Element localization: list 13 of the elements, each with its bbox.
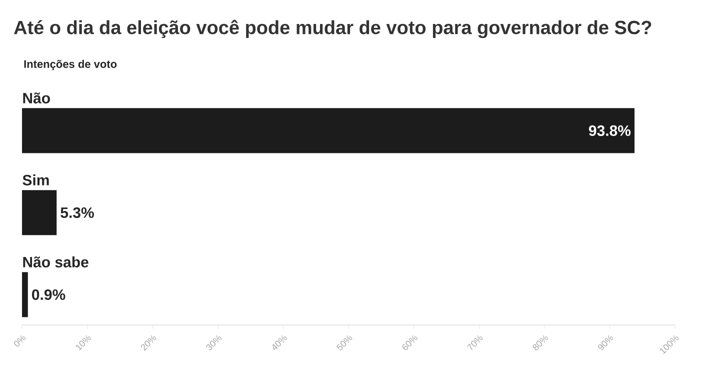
y-tick-label: Não sabe: [23, 256, 88, 268]
x-tick-label: 60%: [402, 335, 418, 350]
chart-subtitle: Intenções de voto: [24, 60, 117, 70]
y-tick-label: Não: [23, 92, 50, 104]
x-tick-label: 0%: [14, 335, 26, 347]
data-label: 5.3%: [60, 207, 94, 218]
chart-title: Até o dia da eleição você pode mudar de voto para governador de SC?: [14, 20, 652, 38]
x-tick-label: 90%: [598, 335, 614, 350]
y-tick-label: Sim: [22, 174, 49, 186]
data-label: 93.8%: [588, 125, 631, 136]
x-tick-label: 40%: [272, 335, 287, 350]
data-label: 0.9%: [32, 289, 66, 300]
x-tick-label: 70%: [466, 335, 483, 350]
